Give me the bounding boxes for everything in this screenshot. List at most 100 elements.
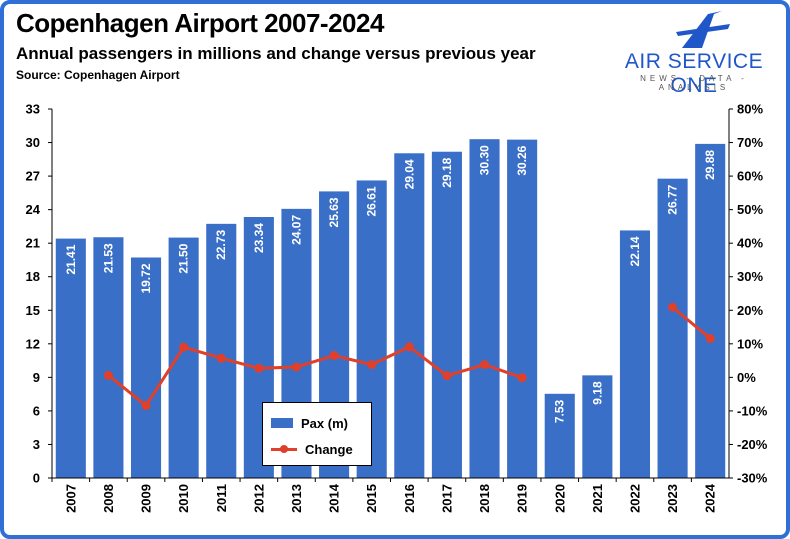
change-point-2017 (442, 371, 452, 381)
x-tick-label-2022: 2022 (627, 484, 642, 513)
change-point-2018 (480, 360, 490, 370)
change-point-2011 (216, 353, 226, 363)
bar-2020 (544, 393, 575, 478)
x-tick-label-2007: 2007 (63, 484, 78, 513)
x-tick-label-2017: 2017 (439, 484, 454, 513)
y-right-tick-label: 70% (737, 135, 763, 150)
change-point-2014 (329, 351, 339, 361)
bar-2008 (93, 237, 124, 478)
y-left-tick-label: 0 (33, 471, 40, 486)
bar-2011 (206, 223, 237, 478)
bar-value-label-2014: 25.63 (327, 197, 341, 227)
y-right-tick-label: 80% (737, 102, 763, 117)
bar-value-label-2013: 24.07 (289, 215, 303, 245)
y-right-tick-label: 60% (737, 169, 763, 184)
x-tick-label-2021: 2021 (590, 484, 605, 513)
bar-2010 (168, 237, 199, 478)
bar-2024 (695, 143, 726, 478)
y-right-tick-label: -30% (737, 471, 768, 486)
bar-value-label-2010: 21.50 (177, 243, 191, 273)
chart-legend: Pax (m) Change (262, 402, 372, 466)
y-left-tick-label: 27 (26, 169, 40, 184)
bar-value-label-2007: 21.41 (64, 244, 78, 274)
y-left-tick-label: 12 (26, 336, 40, 351)
legend-label-pax: Pax (m) (301, 415, 348, 431)
x-tick-label-2018: 2018 (477, 484, 492, 513)
change-point-2019 (517, 373, 527, 383)
change-point-2008 (103, 370, 113, 380)
bar-value-label-2015: 26.61 (365, 186, 379, 216)
logo-name: AIR SERVICE ONE (624, 50, 764, 97)
chart-source: Source: Copenhagen Airport (16, 68, 180, 82)
y-left-tick-label: 33 (26, 102, 40, 117)
y-left-tick-label: 15 (26, 303, 40, 318)
x-tick-label-2010: 2010 (176, 484, 191, 513)
air-service-one-logo: AIR SERVICE ONE NEWS - DATA - ANALYSIS (604, 10, 784, 97)
change-line-segment-0 (107, 345, 523, 408)
bar-value-label-2024: 29.88 (703, 150, 717, 180)
chart-subtitle: Annual passengers in millions and change… (16, 44, 536, 63)
x-tick-label-2015: 2015 (364, 484, 379, 513)
change-point-2010 (179, 342, 189, 352)
y-left-tick-label: 3 (33, 437, 40, 452)
x-tick-label-2024: 2024 (703, 483, 718, 513)
x-tick-label-2012: 2012 (251, 484, 266, 513)
x-tick-label-2008: 2008 (101, 484, 116, 513)
bar-value-label-2018: 30.30 (478, 145, 492, 175)
change-point-2016 (404, 342, 414, 352)
y-right-tick-label: 50% (737, 202, 763, 217)
bar-value-label-2008: 21.53 (101, 243, 115, 273)
bar-value-label-2016: 29.04 (402, 159, 416, 189)
y-left-tick-label: 18 (26, 269, 40, 284)
bar-2021 (582, 375, 613, 478)
bar-value-label-2020: 7.53 (553, 399, 567, 423)
bar-2023 (657, 178, 688, 478)
bar-2017 (431, 151, 462, 478)
change-point-2012 (254, 363, 264, 373)
x-tick-label-2013: 2013 (289, 484, 304, 513)
legend-item-change: Change (271, 439, 353, 459)
bar-2016 (394, 153, 425, 478)
bar-value-label-2023: 26.77 (666, 184, 680, 214)
bar-2022 (619, 230, 651, 478)
change-point-2009 (141, 401, 151, 411)
logo-tagline: NEWS - DATA - ANALYSIS (640, 74, 748, 92)
x-tick-label-2019: 2019 (515, 484, 530, 513)
bar-2009 (130, 257, 162, 478)
legend-line-swatch (271, 444, 297, 454)
x-tick-label-2011: 2011 (214, 484, 229, 512)
bar-value-label-2012: 23.34 (252, 223, 266, 253)
y-right-tick-label: 0% (737, 370, 756, 385)
bar-value-label-2017: 29.18 (440, 157, 454, 187)
y-left-tick-label: 6 (33, 403, 40, 418)
y-left-tick-label: 30 (26, 135, 40, 150)
change-point-2015 (367, 360, 377, 370)
bar-2019 (507, 139, 538, 478)
x-tick-label-2023: 2023 (665, 484, 680, 513)
bar-2018 (469, 139, 500, 478)
y-right-tick-label: -10% (737, 403, 768, 418)
bar-2007 (55, 238, 86, 478)
x-tick-label-2014: 2014 (327, 483, 342, 513)
y-left-tick-label: 24 (26, 202, 41, 217)
change-point-2023 (668, 302, 678, 312)
bar-value-label-2021: 9.18 (590, 381, 604, 405)
change-point-2024 (705, 333, 715, 343)
y-left-tick-label: 9 (33, 370, 40, 385)
y-right-tick-label: 20% (737, 303, 763, 318)
bar-value-label-2009: 19.72 (139, 263, 153, 293)
bar-value-label-2011: 22.73 (214, 230, 228, 260)
x-tick-label-2020: 2020 (552, 484, 567, 513)
legend-item-pax: Pax (m) (271, 413, 348, 433)
y-right-tick-label: -20% (737, 437, 768, 452)
change-point-2013 (291, 362, 301, 372)
bar-value-label-2019: 30.26 (515, 145, 529, 175)
y-left-tick-label: 21 (26, 236, 40, 251)
y-right-tick-label: 40% (737, 236, 763, 251)
logo-plane-icon (676, 11, 730, 48)
legend-label-change: Change (305, 441, 353, 457)
legend-bar-swatch (271, 418, 293, 428)
bar-value-label-2022: 22.14 (628, 236, 642, 266)
x-tick-label-2009: 2009 (139, 484, 154, 513)
bar-line-chart: 21.41 21.53 19.72 21.50 22.73 23.34 24.07 25.63… (26, 102, 768, 513)
